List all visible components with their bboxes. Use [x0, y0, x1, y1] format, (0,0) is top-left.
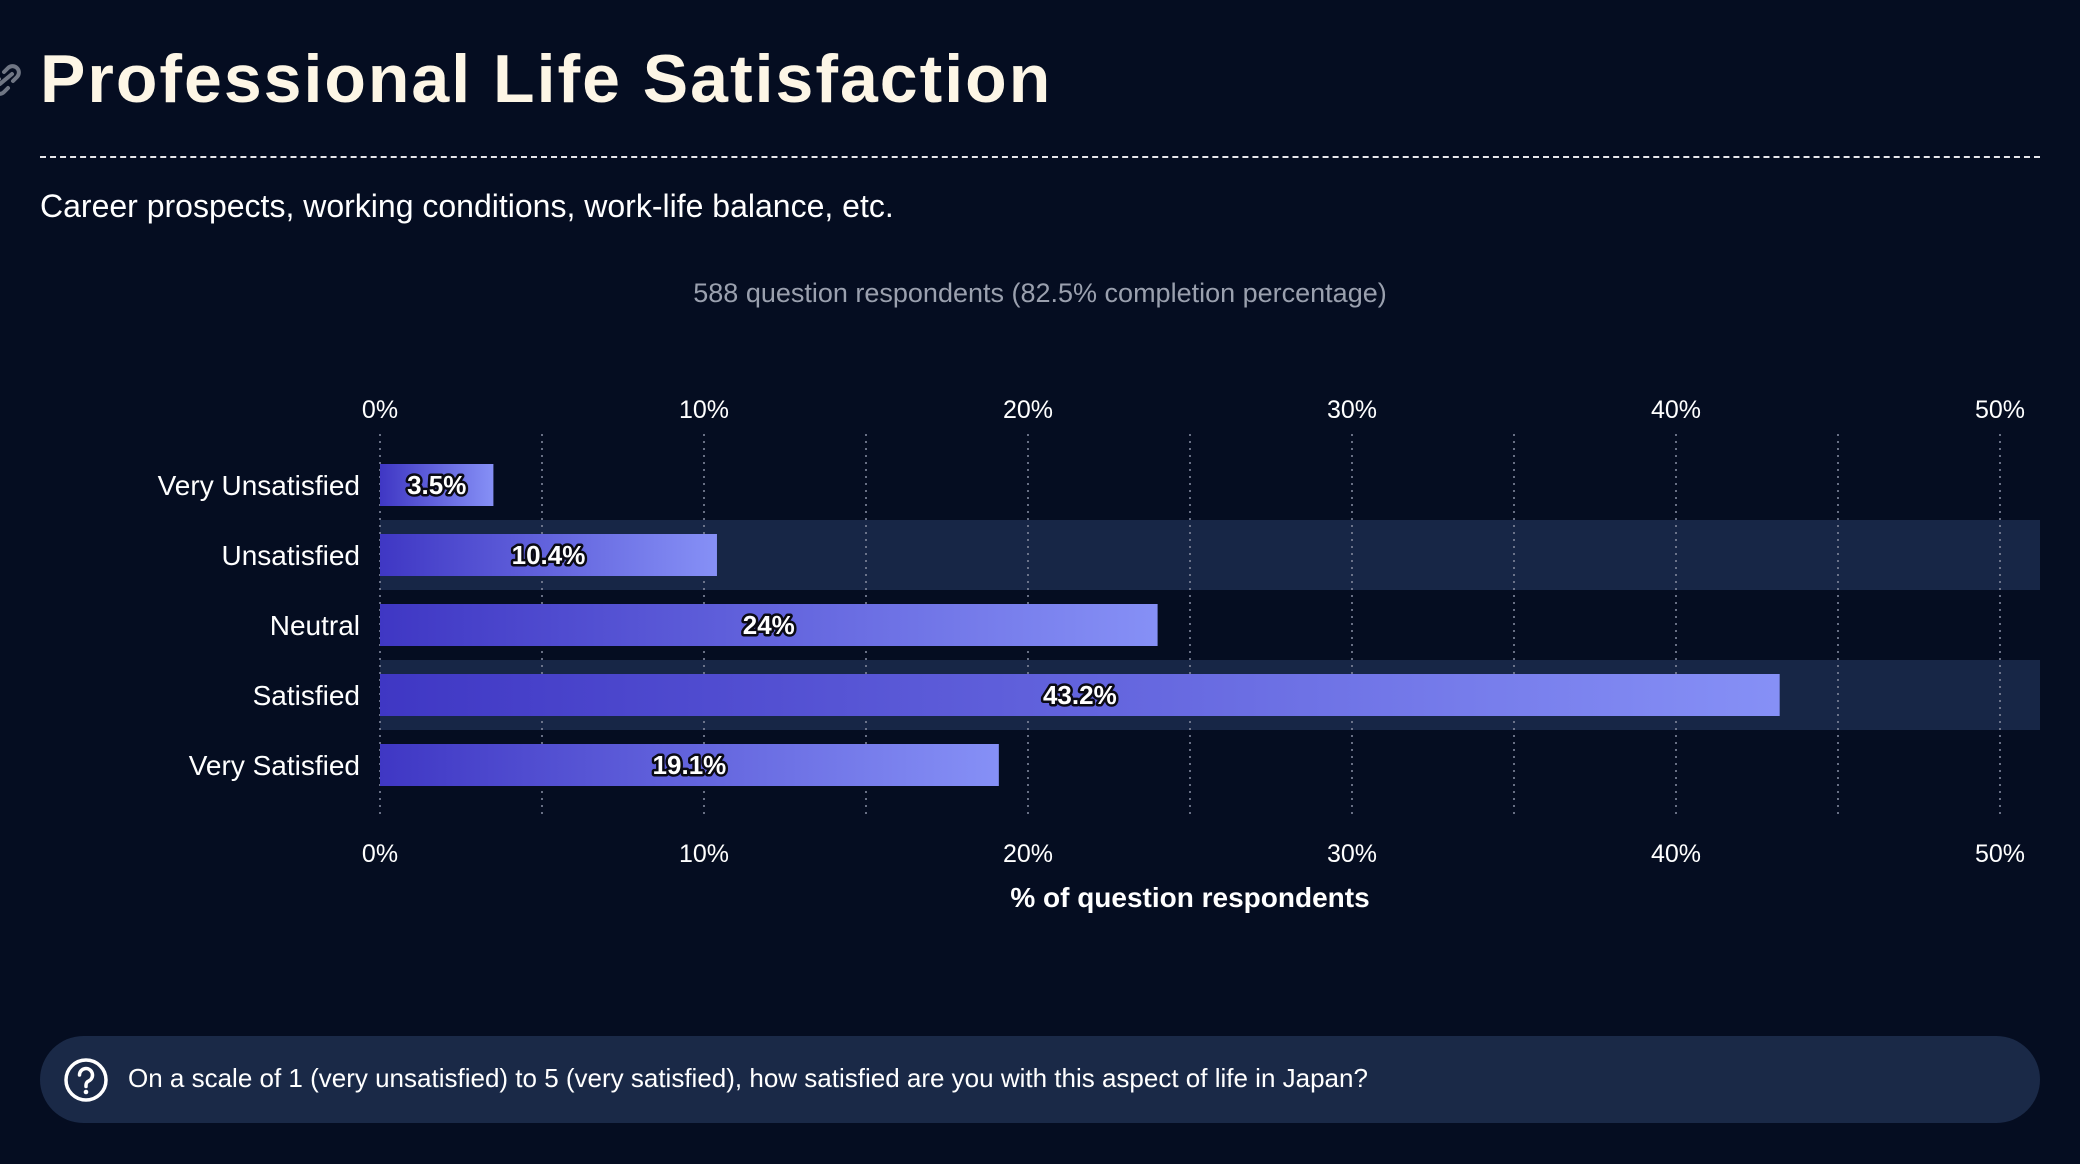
x-tick-label-top: 30% [1327, 396, 1377, 424]
x-tick-label-bottom: 10% [679, 840, 729, 868]
bar-value-label: 10.4% [512, 540, 586, 570]
x-axis-label: % of question respondents [1010, 882, 1369, 913]
question-box: On a scale of 1 (very unsatisfied) to 5 … [40, 1036, 2040, 1123]
respondents-count: 588 question respondents (82.5% completi… [693, 278, 1387, 308]
link-icon[interactable] [0, 62, 26, 98]
x-tick-label-bottom: 40% [1651, 840, 1701, 868]
bar [380, 534, 717, 576]
page-title: Professional Life Satisfaction [40, 41, 1053, 117]
bar-chart: 0% 0% 10% 10% 20% 20% 30% 30% 40% 40% 50% 50% Very U… [158, 396, 2040, 913]
bar [380, 674, 1780, 716]
bar-value-label: 43.2% [1043, 680, 1117, 710]
x-tick-label-top: 20% [1003, 396, 1053, 424]
x-tick-label-bottom: 30% [1327, 840, 1377, 868]
category-label: Very Satisfied [189, 750, 360, 781]
page-subtitle: Career prospects, working conditions, wo… [40, 188, 894, 224]
question-circle-icon [64, 1058, 108, 1102]
bar-value-label: 24% [743, 610, 795, 640]
bar [380, 464, 494, 506]
x-tick-label-bottom: 50% [1975, 840, 2025, 868]
category-label: Very Unsatisfied [158, 470, 360, 501]
category-label: Satisfied [253, 680, 360, 711]
category-label: Neutral [270, 610, 360, 641]
x-tick-label-bottom: 0% [362, 840, 398, 868]
question-text: On a scale of 1 (very unsatisfied) to 5 … [128, 1063, 1368, 1093]
x-tick-label-top: 40% [1651, 396, 1701, 424]
bar [380, 604, 1158, 646]
bar-value-label: 3.5% [407, 470, 466, 500]
category-label: Unsatisfied [221, 540, 360, 571]
x-tick-label-top: 0% [362, 396, 398, 424]
x-tick-label-top: 10% [679, 396, 729, 424]
bar [380, 744, 999, 786]
title-divider [40, 156, 2040, 158]
x-tick-label-top: 50% [1975, 396, 2025, 424]
x-tick-label-bottom: 20% [1003, 840, 1053, 868]
bar-value-label: 19.1% [653, 750, 727, 780]
